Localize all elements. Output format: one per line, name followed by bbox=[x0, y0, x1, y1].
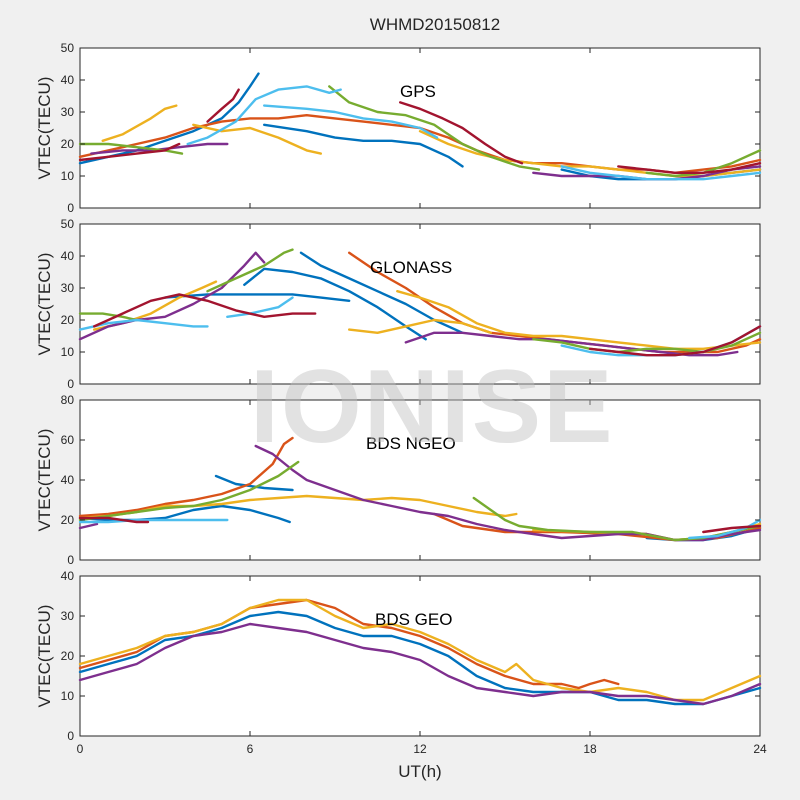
series-line bbox=[78, 142, 184, 155]
series-line bbox=[560, 165, 762, 181]
series-line bbox=[243, 267, 427, 341]
series-line bbox=[263, 104, 439, 139]
series-line bbox=[78, 622, 762, 706]
series-line bbox=[206, 248, 294, 293]
series-line bbox=[328, 85, 541, 171]
series-line bbox=[214, 474, 294, 492]
series-line bbox=[163, 293, 351, 302]
series-line bbox=[226, 296, 294, 318]
y-tick-label: 0 bbox=[67, 729, 74, 743]
series-line bbox=[688, 518, 762, 540]
panel-3: 0 6 12 18 24 0 10 20 30 40 VTEC(TECU) BDS GEO bbox=[35, 569, 767, 756]
series-line bbox=[186, 85, 342, 146]
y-tick-label: 20 bbox=[61, 313, 75, 327]
series-line bbox=[192, 123, 322, 155]
y-axis-label: VTEC(TECU) bbox=[35, 253, 54, 356]
y-axis-label: VTEC(TECU) bbox=[35, 77, 54, 180]
series-line bbox=[78, 436, 294, 518]
y-tick-label: 40 bbox=[61, 569, 75, 583]
x-tick-label: 18 bbox=[583, 742, 597, 756]
series-line bbox=[78, 460, 300, 522]
y-tick-label: 0 bbox=[67, 377, 74, 391]
y-tick-label: 80 bbox=[61, 393, 75, 407]
panel-label: BDS NGEO bbox=[366, 434, 456, 453]
y-tick-label: 20 bbox=[61, 513, 75, 527]
series-line bbox=[90, 142, 229, 155]
y-tick-label: 50 bbox=[61, 217, 75, 231]
y-tick-label: 0 bbox=[67, 201, 74, 215]
series-line bbox=[78, 318, 209, 331]
panel-label: GPS bbox=[400, 82, 436, 101]
series-line bbox=[78, 142, 181, 162]
figure-title: WHMD20150812 bbox=[370, 15, 500, 34]
series-line bbox=[78, 251, 266, 341]
y-tick-label: 50 bbox=[61, 41, 75, 55]
y-tick-label: 60 bbox=[61, 433, 75, 447]
y-axis-label: VTEC(TECU) bbox=[35, 605, 54, 708]
series-line bbox=[532, 331, 762, 354]
x-tick-label: 0 bbox=[77, 742, 84, 756]
y-tick-label: 20 bbox=[61, 649, 75, 663]
series-line bbox=[78, 518, 229, 524]
x-tick-label: 24 bbox=[753, 742, 767, 756]
panel-0: 0 10 20 30 40 50 VTEC(TECU) GPS bbox=[35, 41, 762, 215]
series-line bbox=[78, 522, 99, 530]
series-line bbox=[404, 331, 739, 357]
y-tick-label: 0 bbox=[67, 553, 74, 567]
series-line bbox=[101, 104, 178, 143]
y-tick-label: 20 bbox=[61, 137, 75, 151]
series-line bbox=[348, 318, 492, 334]
y-axis-label: VTEC(TECU) bbox=[35, 429, 54, 532]
panel-label: BDS GEO bbox=[375, 610, 452, 629]
y-tick-label: 10 bbox=[61, 169, 75, 183]
x-axis-label: UT(h) bbox=[398, 762, 441, 781]
series-line bbox=[702, 524, 762, 534]
series-line bbox=[78, 598, 762, 702]
series-line bbox=[78, 494, 518, 520]
plot-area bbox=[79, 223, 761, 385]
panel-2: 0 20 40 60 80 VTEC(TECU) BDS NGEO bbox=[35, 393, 762, 567]
y-tick-label: 30 bbox=[61, 281, 75, 295]
y-tick-label: 10 bbox=[61, 689, 75, 703]
series-line bbox=[617, 161, 762, 175]
series-line bbox=[78, 312, 138, 322]
y-tick-label: 30 bbox=[61, 105, 75, 119]
plot-area bbox=[79, 575, 761, 737]
x-tick-label: 12 bbox=[413, 742, 427, 756]
series-line bbox=[92, 293, 317, 328]
series-line bbox=[396, 290, 762, 350]
panel-1: 0 10 20 30 40 50 VTEC(TECU) GLONASS bbox=[35, 217, 762, 391]
series-line bbox=[206, 88, 240, 123]
series-line bbox=[399, 101, 524, 165]
y-tick-label: 40 bbox=[61, 249, 75, 263]
panel-label: GLONASS bbox=[370, 258, 452, 277]
series-line bbox=[78, 516, 150, 524]
y-tick-label: 30 bbox=[61, 609, 75, 623]
series-line bbox=[588, 325, 762, 357]
y-tick-label: 40 bbox=[61, 473, 75, 487]
y-tick-label: 10 bbox=[61, 345, 75, 359]
x-tick-label: 6 bbox=[247, 742, 254, 756]
y-tick-label: 40 bbox=[61, 73, 75, 87]
series-line bbox=[263, 123, 464, 168]
